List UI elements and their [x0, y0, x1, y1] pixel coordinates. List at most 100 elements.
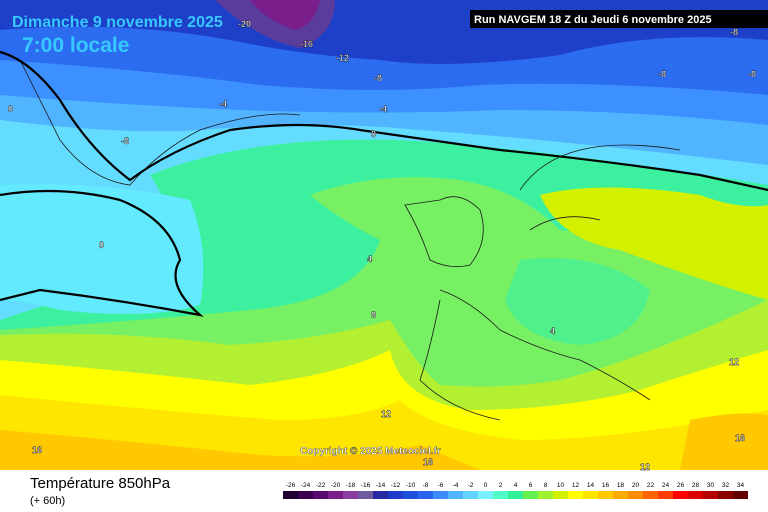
legend-swatch	[643, 491, 658, 499]
legend-label: -18	[346, 482, 356, 489]
legend-label: 26	[677, 482, 685, 489]
legend-label: 18	[617, 482, 625, 489]
contour-label: -20	[238, 19, 251, 29]
legend-swatch	[358, 491, 373, 499]
legend-label: 16	[602, 482, 610, 489]
zero-contour	[0, 50, 768, 192]
legend-swatch	[583, 491, 598, 499]
legend-label: -26	[286, 482, 296, 489]
legend-swatch	[328, 491, 343, 499]
copyright: Copyright © 2025 Meteociel.fr	[300, 446, 441, 457]
legend-swatch	[343, 491, 358, 499]
contour-label: -12	[336, 53, 349, 63]
legend-label: 20	[632, 482, 640, 489]
legend-label: -10	[406, 482, 416, 489]
contour-label: 0	[371, 129, 376, 139]
contour-label: 0	[99, 240, 104, 250]
legend-label: -6	[438, 482, 444, 489]
legend-label: -20	[331, 482, 341, 489]
legend-swatch	[388, 491, 403, 499]
legend-label: -24	[301, 482, 311, 489]
band	[540, 187, 768, 300]
coastline	[419, 289, 651, 421]
run-info: Run NAVGEM 18 Z du Jeudi 6 novembre 2025	[474, 14, 712, 26]
legend-swatch	[613, 491, 628, 499]
legend-swatch	[598, 491, 613, 499]
contour-label: 12	[640, 462, 650, 472]
run-banner	[470, 10, 768, 28]
contour-label: -8	[374, 73, 382, 83]
legend-swatch	[433, 491, 448, 499]
time-title: 7:00 locale	[22, 34, 129, 57]
legend-swatch	[523, 491, 538, 499]
legend-label: 14	[587, 482, 595, 489]
legend-label: 28	[692, 482, 700, 489]
legend-label: 12	[572, 482, 580, 489]
legend-swatch	[448, 491, 463, 499]
footer-title: Température 850hPa	[30, 475, 171, 492]
band	[0, 430, 480, 470]
legend-swatch	[733, 491, 748, 499]
legend-swatch	[538, 491, 553, 499]
date-title: Dimanche 9 novembre 2025	[12, 14, 223, 31]
legend-swatch	[658, 491, 673, 499]
legend-label: 4	[514, 482, 518, 489]
band	[250, 0, 320, 30]
band	[505, 258, 650, 345]
legend-swatch	[478, 491, 493, 499]
legend-swatch	[628, 491, 643, 499]
contour-label: -4	[219, 99, 227, 109]
legend-label: 32	[722, 482, 730, 489]
legend-swatch	[463, 491, 478, 499]
contour-label: 16	[735, 433, 745, 443]
band	[680, 413, 768, 470]
contour-label: 4	[367, 254, 372, 264]
footer-lead: (+ 60h)	[30, 495, 65, 507]
contour-label: 8	[371, 310, 376, 320]
legend-swatch	[313, 491, 328, 499]
legend-label: 24	[662, 482, 670, 489]
legend-label: 8	[544, 482, 548, 489]
coastline	[404, 196, 484, 268]
legend-label: 0	[484, 482, 488, 489]
legend-swatch	[283, 491, 298, 499]
legend-label: -22	[316, 482, 326, 489]
contour-label: -8	[730, 27, 738, 37]
legend-label: 10	[557, 482, 565, 489]
legend-swatch	[568, 491, 583, 499]
legend-label: -4	[453, 482, 459, 489]
legend-label: -14	[376, 482, 386, 489]
legend-label: 30	[707, 482, 715, 489]
contour-label: -8	[748, 69, 756, 79]
legend-label: -2	[468, 482, 474, 489]
legend-swatch	[298, 491, 313, 499]
legend-swatch	[718, 491, 733, 499]
legend-swatch	[493, 491, 508, 499]
legend-swatch	[553, 491, 568, 499]
legend-label: -12	[391, 482, 401, 489]
contour-label: 16	[32, 445, 42, 455]
contour-label: -8	[121, 136, 129, 146]
contour-label: 16	[423, 457, 433, 467]
legend-label: 2	[499, 482, 503, 489]
legend-swatch	[688, 491, 703, 499]
legend-swatch	[508, 491, 523, 499]
legend-label: -8	[423, 482, 429, 489]
legend-label: 6	[529, 482, 533, 489]
band	[0, 184, 204, 314]
legend-swatch	[373, 491, 388, 499]
contour-label: 0	[8, 104, 13, 114]
legend-swatch	[403, 491, 418, 499]
legend-label: -16	[361, 482, 371, 489]
contour-label: -4	[379, 104, 387, 114]
legend-swatch	[673, 491, 688, 499]
coastline	[519, 144, 681, 231]
contour-label: 12	[381, 409, 391, 419]
contour-label: 4	[550, 326, 555, 336]
zero-contour	[0, 189, 204, 317]
legend-label: 22	[647, 482, 655, 489]
contour-label: 12	[729, 357, 739, 367]
coastline	[19, 59, 301, 186]
legend-swatch	[418, 491, 433, 499]
